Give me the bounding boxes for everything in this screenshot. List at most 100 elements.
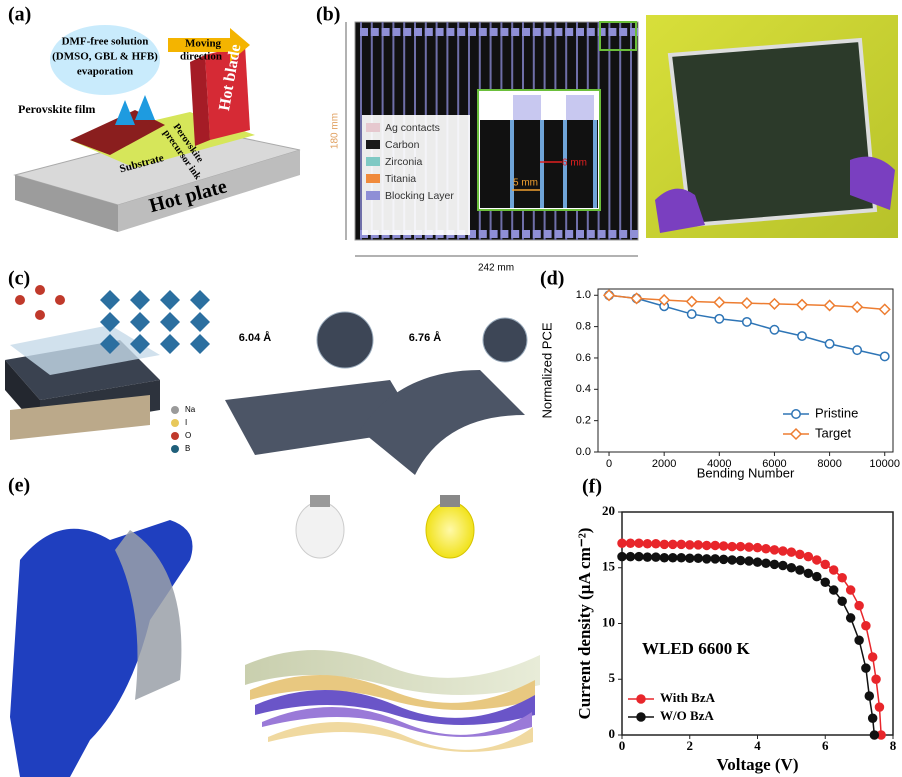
marker <box>768 297 781 310</box>
panel-label: (e) <box>8 475 30 497</box>
panel-label: (c) <box>8 268 30 290</box>
marker <box>642 552 653 562</box>
marker <box>871 674 881 684</box>
contact <box>608 28 617 36</box>
contact <box>619 28 628 36</box>
contact <box>457 28 466 36</box>
panel-a: (a) DMF-free solution (DMSO, GBL & HFB) … <box>8 4 301 232</box>
marker <box>718 541 729 551</box>
marker <box>769 559 780 570</box>
annotation: 5 mm <box>513 178 538 189</box>
marker <box>869 730 880 740</box>
contact <box>554 230 563 238</box>
annotation: 180 mm <box>330 113 341 149</box>
marker <box>820 577 830 587</box>
marker <box>659 552 670 563</box>
marker <box>676 539 687 550</box>
legend-item: Titania <box>366 173 468 185</box>
marker <box>837 596 847 606</box>
marker <box>701 540 712 551</box>
legend-label: Target <box>815 425 852 440</box>
octahedron <box>160 290 180 310</box>
x-tick-label: 10000 <box>869 458 900 470</box>
contact <box>554 28 563 36</box>
marker <box>658 293 671 307</box>
legend-item: Zirconia <box>366 156 468 168</box>
panel-e: (e) <box>8 475 540 777</box>
x-tick-label: 8000 <box>817 458 841 470</box>
annotation: WLED 6600 K <box>642 639 750 658</box>
marker <box>837 573 847 583</box>
contact <box>586 28 595 36</box>
panel-label: (b) <box>316 4 340 26</box>
marker <box>659 539 670 550</box>
contact <box>489 230 498 238</box>
legend-swatch <box>366 140 380 149</box>
marker <box>823 299 836 312</box>
contact <box>468 28 476 36</box>
annotation: 6 mm <box>562 158 587 169</box>
marker <box>803 568 814 579</box>
y-tick-label: 5 <box>609 670 616 685</box>
y-axis-label: Current density (μA cm⁻²) <box>575 528 594 720</box>
marker <box>727 541 737 552</box>
marker <box>752 557 763 567</box>
octahedron <box>130 290 150 310</box>
octahedron <box>130 334 150 354</box>
contact <box>608 230 617 238</box>
plot-area <box>597 288 894 453</box>
contact <box>522 28 530 36</box>
marker <box>864 691 875 701</box>
stripe <box>630 22 632 240</box>
y-tick-label: 1.0 <box>576 289 591 301</box>
legend-swatch <box>366 191 380 200</box>
marker <box>795 549 805 560</box>
marker <box>713 296 726 309</box>
contact <box>511 230 520 238</box>
element-swatch <box>171 445 179 453</box>
marker <box>701 554 712 564</box>
marker <box>851 300 864 314</box>
legend-swatch <box>366 123 380 132</box>
contact <box>424 28 433 36</box>
marker <box>744 542 754 552</box>
marker <box>744 556 754 566</box>
marker <box>693 540 703 550</box>
marker <box>874 702 885 712</box>
annotation: 242 mm <box>478 263 514 274</box>
legend-label: W/O BzA <box>660 708 714 723</box>
legend-label: With BzA <box>660 690 716 705</box>
y-axis-label: Normalized PCE <box>539 322 554 418</box>
marker <box>685 553 695 564</box>
contact <box>403 28 412 36</box>
y-tick-label: 10 <box>602 614 615 629</box>
contact <box>489 28 498 36</box>
legend-label: Titania <box>385 173 417 185</box>
marker <box>625 538 636 548</box>
marker <box>812 555 822 565</box>
marker <box>693 553 703 564</box>
contact <box>576 28 584 36</box>
annotation: direction <box>180 51 222 63</box>
contact <box>511 28 520 36</box>
marker <box>630 292 643 305</box>
octahedron <box>100 334 120 354</box>
contact <box>597 230 606 238</box>
contact <box>468 230 476 238</box>
stripe <box>360 22 362 240</box>
x-tick-label: 4 <box>754 738 761 753</box>
legend-swatch <box>366 157 380 166</box>
marker <box>867 713 878 724</box>
contact <box>500 28 509 36</box>
legend: Ag contacts Carbon Zirconia Titania Blocking… <box>366 122 468 207</box>
marker <box>668 552 678 563</box>
x-tick-label: 8 <box>890 738 897 753</box>
x-axis-label: Voltage (V) <box>717 755 799 774</box>
annotation: 6.04 Å <box>239 331 271 344</box>
marker <box>778 560 788 571</box>
atom <box>55 295 65 305</box>
marker <box>812 571 822 582</box>
contact <box>630 28 638 36</box>
